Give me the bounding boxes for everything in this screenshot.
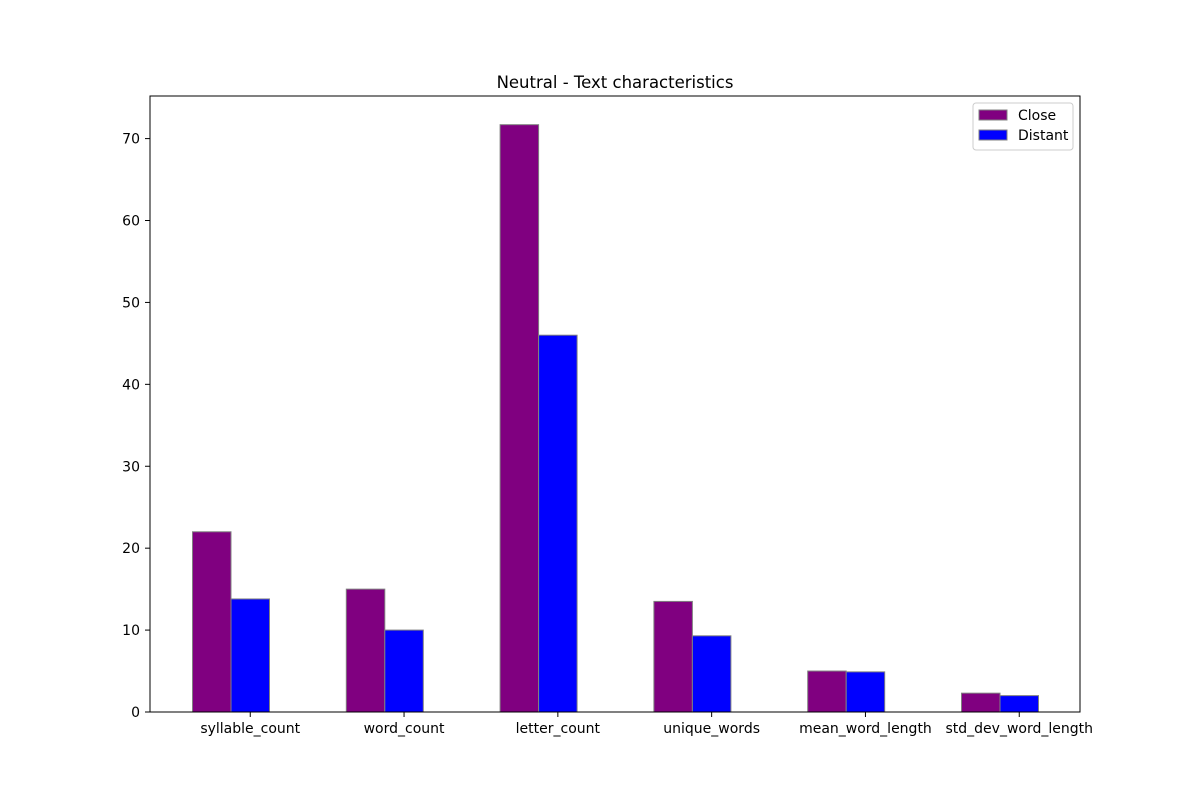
bar-close-mean_word_length: [807, 670, 847, 713]
x-tick-label-letter_count: letter_count: [516, 721, 601, 737]
bar-close-unique_words: [653, 600, 693, 713]
legend-label-distant: Distant: [1018, 128, 1069, 144]
legend: Close Distant: [972, 102, 1074, 151]
bar-distant-mean_word_length: [845, 671, 886, 713]
x-tick-label-word_count: word_count: [364, 721, 445, 737]
y-tick-label: 10: [122, 623, 140, 639]
bar-close-syllable_count: [192, 531, 232, 713]
x-tick-label-syllable_count: syllable_count: [200, 721, 300, 737]
bars-group: [192, 124, 1039, 713]
y-tick-label: 60: [122, 214, 140, 230]
x-axis: syllable_count word_count letter_count uniq…: [200, 712, 1093, 737]
x-tick-label-std_dev_word_length: std_dev_word_length: [946, 721, 1094, 737]
bar-close-std_dev_word_length: [961, 692, 1001, 713]
y-tick-label: 50: [122, 295, 140, 311]
bar-distant-std_dev_word_length: [999, 695, 1039, 713]
y-tick-label: 20: [122, 541, 140, 557]
bar-distant-syllable_count: [230, 598, 270, 713]
y-tick-label: 70: [122, 132, 140, 148]
bar-distant-unique_words: [691, 635, 732, 713]
legend-swatch-close: [978, 109, 1008, 121]
x-tick-label-unique_words: unique_words: [663, 721, 760, 737]
legend-label-close: Close: [1018, 108, 1056, 124]
legend-swatch-distant: [978, 129, 1008, 141]
x-tick-label-mean_word_length: mean_word_length: [799, 721, 932, 737]
bar-distant-letter_count: [538, 334, 578, 713]
y-axis: 0 10 20 30 40 50 60 70: [122, 132, 150, 721]
plot-frame: [149, 95, 1081, 713]
y-tick-label: 30: [122, 459, 140, 475]
bar-close-letter_count: [499, 124, 540, 713]
y-tick-label: 40: [122, 377, 140, 393]
y-tick-label: 0: [131, 705, 140, 721]
bar-distant-word_count: [384, 629, 424, 713]
bar-close-word_count: [345, 588, 386, 713]
chart-title: Neutral - Text characteristics: [497, 73, 734, 92]
